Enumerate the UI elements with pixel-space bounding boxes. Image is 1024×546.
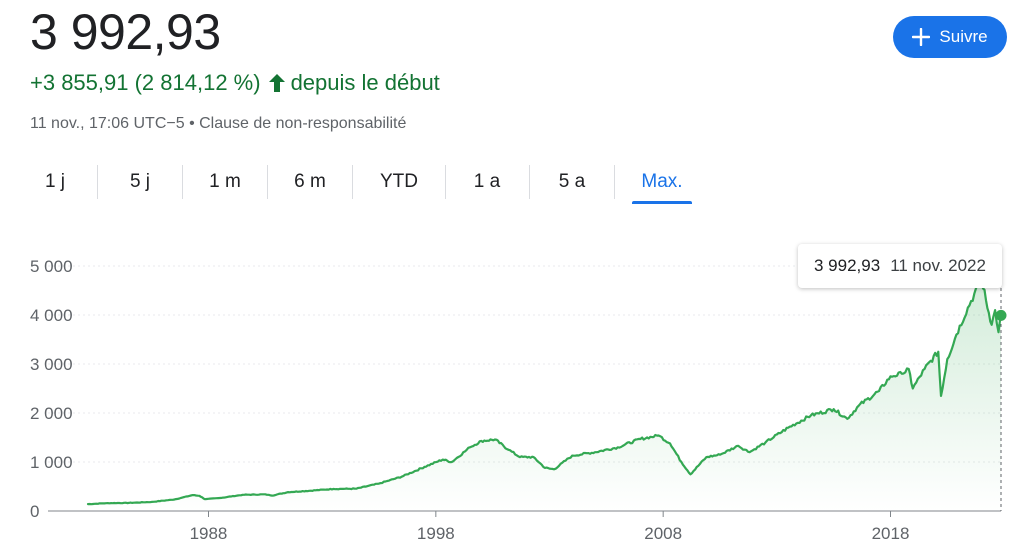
tab-1-day[interactable]: 1 j — [44, 171, 66, 192]
series-area — [88, 278, 1001, 511]
tooltip-date: 11 nov. 2022 — [890, 256, 986, 275]
quote-meta: 11 nov., 17:06 UTC−5 • Clause de non-res… — [30, 112, 406, 136]
tab-divider — [614, 165, 615, 199]
series-line — [86, 277, 1003, 506]
price-change: +3 855,91 (2 814,12 %) — [30, 70, 261, 95]
y-tick-label: 4 000 — [30, 306, 73, 325]
y-tick-label: 0 — [30, 502, 39, 521]
y-tick-label: 1 000 — [30, 453, 73, 472]
chart-tooltip: 3 992,93 11 nov. 2022 — [798, 244, 1002, 288]
tab-ytd[interactable]: YTD — [380, 171, 418, 192]
meta-separator: • — [189, 115, 195, 132]
follow-button[interactable]: Suivre — [893, 16, 1007, 58]
tab-max[interactable]: Max. — [632, 160, 692, 204]
quote-timestamp: 11 nov., 17:06 UTC−5 — [30, 115, 185, 132]
tab-5-days[interactable]: 5 j — [129, 171, 151, 192]
tab-divider — [529, 165, 530, 199]
tab-5-years[interactable]: 5 a — [558, 171, 586, 192]
y-tick-label: 5 000 — [30, 257, 73, 276]
y-tick-label: 3 000 — [30, 355, 73, 374]
tooltip-value: 3 992,93 — [814, 256, 881, 275]
tab-divider — [182, 165, 183, 199]
disclaimer-link[interactable]: Clause de non-responsabilité — [199, 115, 407, 132]
y-tick-label: 2 000 — [30, 404, 73, 423]
follow-button-label: Suivre — [939, 27, 988, 46]
plus-icon — [912, 27, 931, 47]
x-tick-label: 2008 — [644, 524, 682, 543]
tab-divider — [445, 165, 446, 199]
tab-1-year[interactable]: 1 a — [473, 171, 501, 192]
x-tick-label: 2018 — [872, 524, 910, 543]
tab-divider — [97, 165, 98, 199]
price-chart[interactable]: 0 1 000 2 000 3 000 4 000 5 000 1988 1998 2008 20… — [0, 225, 1024, 546]
tab-divider — [352, 165, 353, 199]
price-change-row: +3 855,91 (2 814,12 %) depuis le début — [30, 68, 440, 98]
arrow-up-icon — [267, 72, 287, 94]
x-tick-label: 1988 — [190, 524, 228, 543]
hover-point — [995, 309, 1007, 321]
price-change-suffix: depuis le début — [290, 70, 440, 95]
tab-divider — [267, 165, 268, 199]
current-price: 3 992,93 — [30, 4, 221, 60]
tab-6-months[interactable]: 6 m — [294, 171, 326, 192]
tab-1-month[interactable]: 1 m — [209, 171, 241, 192]
x-tick-label: 1998 — [417, 524, 455, 543]
range-tabs: 1 j 5 j 1 m 6 m YTD 1 a 5 a Max. — [0, 160, 720, 204]
